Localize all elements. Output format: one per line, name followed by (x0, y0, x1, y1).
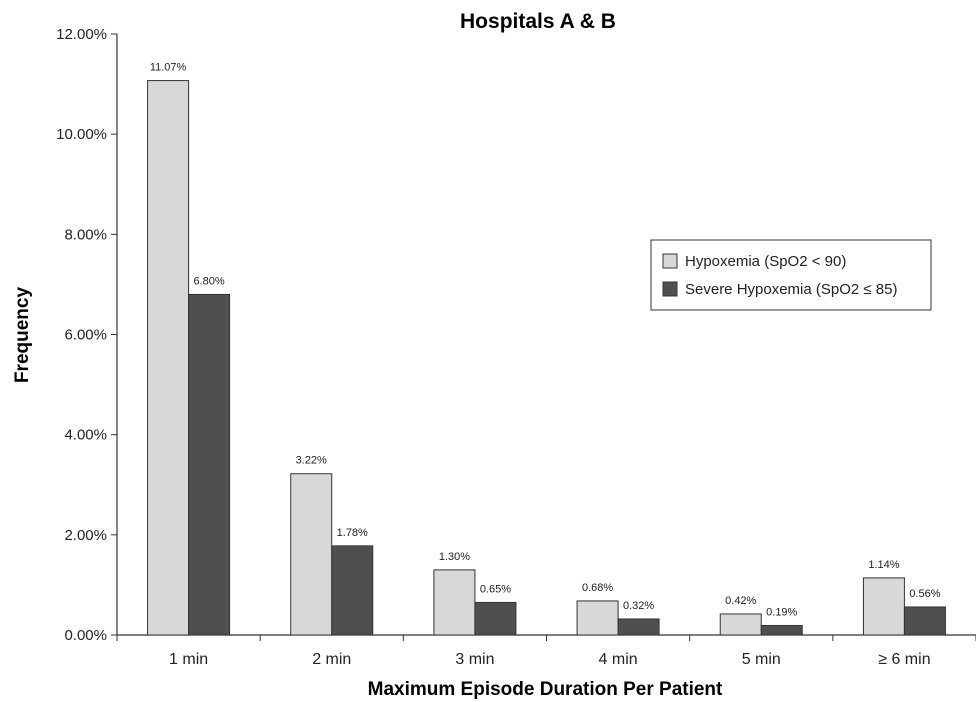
data-label: 0.32% (623, 600, 654, 612)
data-label: 3.22% (296, 455, 327, 467)
data-label: 6.80% (193, 275, 224, 287)
bar (719, 613, 762, 636)
data-label: 0.68% (582, 582, 613, 594)
y-tick-label: 8.00% (64, 226, 107, 243)
bar (862, 577, 905, 636)
chart-title: Hospitals A & B (460, 10, 616, 33)
bar (433, 569, 476, 636)
bar (903, 606, 946, 636)
y-tick-label: 0.00% (64, 627, 107, 644)
legend-swatch (662, 281, 678, 297)
bar (617, 618, 660, 636)
x-tick-label: 5 min (742, 651, 781, 668)
bar (290, 473, 333, 636)
legend-box (650, 239, 932, 311)
data-label: 0.65% (480, 583, 511, 595)
bar (474, 601, 517, 636)
x-tick-label: ≥ 6 min (878, 651, 930, 668)
legend-label: Hypoxemia (SpO2 < 90) (685, 253, 846, 270)
x-tick-label: 2 min (312, 651, 351, 668)
bar (331, 545, 374, 636)
data-label: 1.78% (337, 527, 368, 539)
data-label: 0.56% (909, 588, 940, 600)
legend-swatch (662, 253, 678, 269)
y-axis-title: Frequency (12, 287, 33, 384)
y-tick-label: 10.00% (56, 126, 107, 143)
y-tick-label: 6.00% (64, 327, 107, 344)
bar (188, 293, 231, 636)
data-label: 11.07% (150, 62, 187, 74)
legend: Hypoxemia (SpO2 < 90) Severe Hypoxemia (S… (650, 239, 932, 311)
plot-area: 0.00% 2.00% 4.00% 6.00% 8.00% 10.00% 12.00% 1 m… (56, 26, 976, 668)
data-label: 0.42% (725, 595, 756, 607)
y-tick-label: 2.00% (64, 527, 107, 544)
data-label: 1.14% (868, 559, 899, 571)
x-tick-label: 3 min (455, 651, 494, 668)
data-label: 1.30% (439, 551, 470, 563)
legend-label: Severe Hypoxemia (SpO2 ≤ 85) (685, 281, 898, 298)
y-tick-label: 4.00% (64, 427, 107, 444)
x-tick-label: 1 min (169, 651, 208, 668)
x-axis-title: Maximum Episode Duration Per Patient (368, 679, 723, 700)
bar (760, 624, 803, 636)
bar (576, 600, 619, 636)
y-tick-label: 12.00% (56, 26, 107, 43)
bar (147, 80, 190, 636)
x-tick-label: 4 min (599, 651, 638, 668)
data-label: 0.19% (766, 606, 797, 618)
